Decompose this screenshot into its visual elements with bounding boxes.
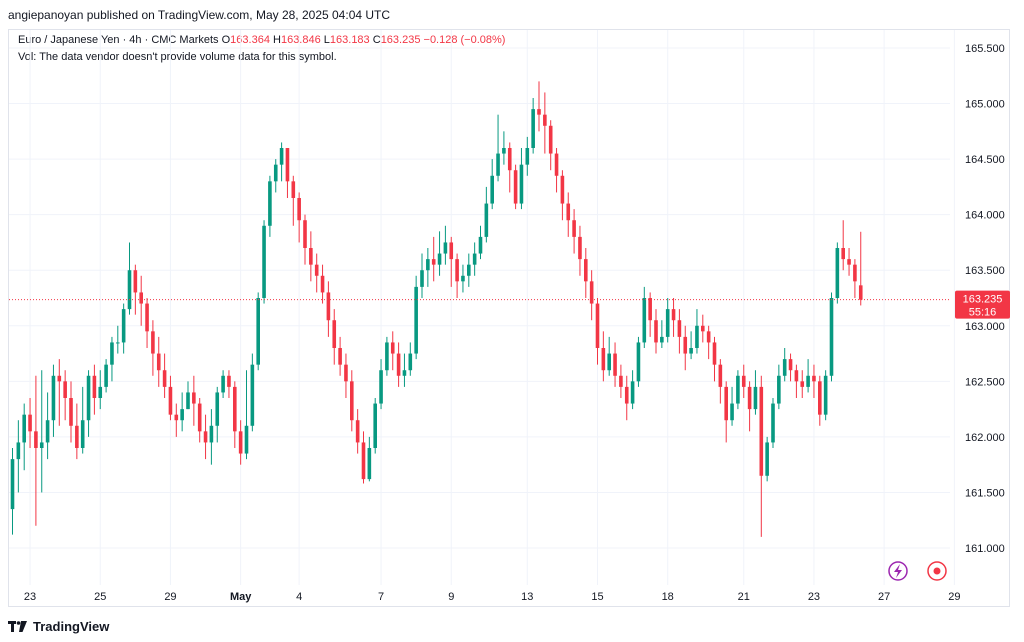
tradingview-logo-icon: [8, 620, 27, 632]
chart-frame: [8, 29, 1010, 607]
close-label: C: [372, 34, 381, 46]
change-value: −0.128 (−0.08%): [423, 34, 506, 46]
footer-brand[interactable]: TradingView: [8, 619, 109, 634]
low-label: L: [323, 34, 330, 46]
symbol-legend: Euro / Japanese Yen · 4h · CMC Markets O…: [18, 34, 505, 46]
symbol-title: Euro / Japanese Yen · 4h · CMC Markets: [18, 34, 219, 46]
high-value: 163.846: [280, 34, 321, 46]
open-label: O: [221, 34, 231, 46]
close-value: 163.235: [380, 34, 421, 46]
high-label: H: [273, 34, 281, 46]
footer-brand-text: TradingView: [33, 619, 110, 634]
volume-note: Vol: The data vendor doesn't provide vol…: [18, 51, 337, 63]
publisher-line: angiepanoyan published on TradingView.co…: [8, 8, 391, 22]
open-value: 163.364: [230, 34, 270, 46]
low-value: 163.183: [329, 34, 370, 46]
